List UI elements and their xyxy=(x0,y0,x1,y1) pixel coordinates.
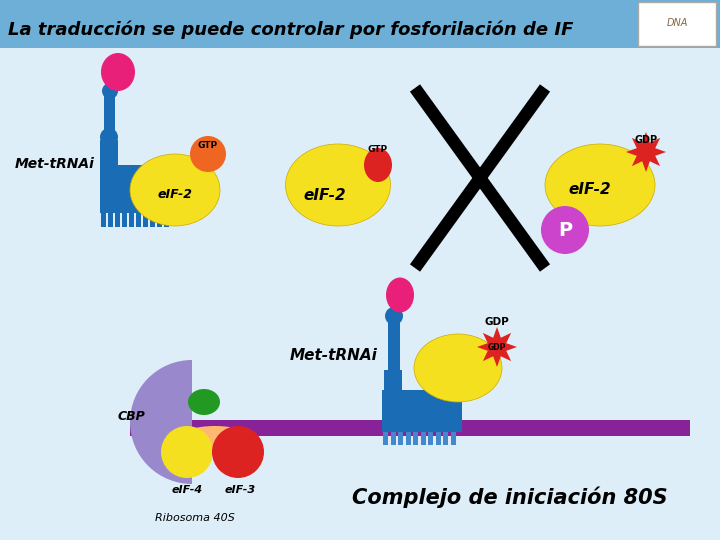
Ellipse shape xyxy=(101,53,135,91)
Ellipse shape xyxy=(130,154,220,226)
Ellipse shape xyxy=(364,148,392,182)
Ellipse shape xyxy=(176,426,254,454)
Text: CBP: CBP xyxy=(118,410,145,423)
FancyBboxPatch shape xyxy=(100,165,172,213)
FancyBboxPatch shape xyxy=(428,432,433,445)
FancyBboxPatch shape xyxy=(100,140,118,168)
Text: Met-tRNAi: Met-tRNAi xyxy=(290,348,378,363)
Ellipse shape xyxy=(545,144,655,226)
Text: La traducción se puede controlar por fosforilación de IF: La traducción se puede controlar por fos… xyxy=(8,21,573,39)
Text: GTP: GTP xyxy=(198,140,218,150)
FancyBboxPatch shape xyxy=(451,432,456,445)
Circle shape xyxy=(385,307,403,325)
Text: eIF-2: eIF-2 xyxy=(158,188,192,201)
FancyBboxPatch shape xyxy=(136,213,141,227)
FancyBboxPatch shape xyxy=(0,0,720,48)
Polygon shape xyxy=(626,132,666,172)
Circle shape xyxy=(541,206,589,254)
Text: Complejo de iniciación 80S: Complejo de iniciación 80S xyxy=(352,486,668,508)
FancyBboxPatch shape xyxy=(150,213,155,227)
Circle shape xyxy=(100,128,118,146)
Circle shape xyxy=(212,426,264,478)
Circle shape xyxy=(190,136,226,172)
FancyBboxPatch shape xyxy=(122,213,127,227)
FancyBboxPatch shape xyxy=(129,213,134,227)
Text: GDP: GDP xyxy=(485,317,509,327)
Text: GDP: GDP xyxy=(488,342,506,352)
Circle shape xyxy=(161,426,213,478)
FancyBboxPatch shape xyxy=(390,432,395,445)
Text: eIF-3: eIF-3 xyxy=(225,485,256,495)
Text: Ribosoma 40S: Ribosoma 40S xyxy=(155,513,235,523)
Text: P: P xyxy=(558,220,572,240)
FancyBboxPatch shape xyxy=(420,432,426,445)
FancyBboxPatch shape xyxy=(104,95,115,140)
Text: DNA: DNA xyxy=(666,18,688,28)
Circle shape xyxy=(102,83,118,99)
Text: GTP: GTP xyxy=(368,145,388,154)
FancyBboxPatch shape xyxy=(130,420,690,436)
Text: GDP: GDP xyxy=(634,135,657,145)
Polygon shape xyxy=(477,327,517,367)
FancyBboxPatch shape xyxy=(157,213,162,227)
FancyBboxPatch shape xyxy=(443,432,448,445)
Ellipse shape xyxy=(414,334,502,402)
FancyBboxPatch shape xyxy=(388,320,400,372)
Text: eIF-2: eIF-2 xyxy=(304,187,346,202)
Ellipse shape xyxy=(386,278,414,313)
FancyBboxPatch shape xyxy=(384,370,402,392)
FancyBboxPatch shape xyxy=(398,432,403,445)
FancyBboxPatch shape xyxy=(143,213,148,227)
FancyBboxPatch shape xyxy=(638,2,716,46)
FancyBboxPatch shape xyxy=(383,432,388,445)
Text: Met-tRNAi: Met-tRNAi xyxy=(15,157,95,171)
FancyBboxPatch shape xyxy=(436,432,441,445)
FancyBboxPatch shape xyxy=(405,432,410,445)
FancyBboxPatch shape xyxy=(108,213,113,227)
Text: eIF-2: eIF-2 xyxy=(569,183,611,198)
Ellipse shape xyxy=(286,144,390,226)
FancyBboxPatch shape xyxy=(115,213,120,227)
Text: eIF-4: eIF-4 xyxy=(171,485,202,495)
FancyBboxPatch shape xyxy=(382,390,462,432)
Wedge shape xyxy=(130,360,192,484)
FancyBboxPatch shape xyxy=(164,213,169,227)
FancyBboxPatch shape xyxy=(101,213,106,227)
FancyBboxPatch shape xyxy=(413,432,418,445)
Ellipse shape xyxy=(188,389,220,415)
